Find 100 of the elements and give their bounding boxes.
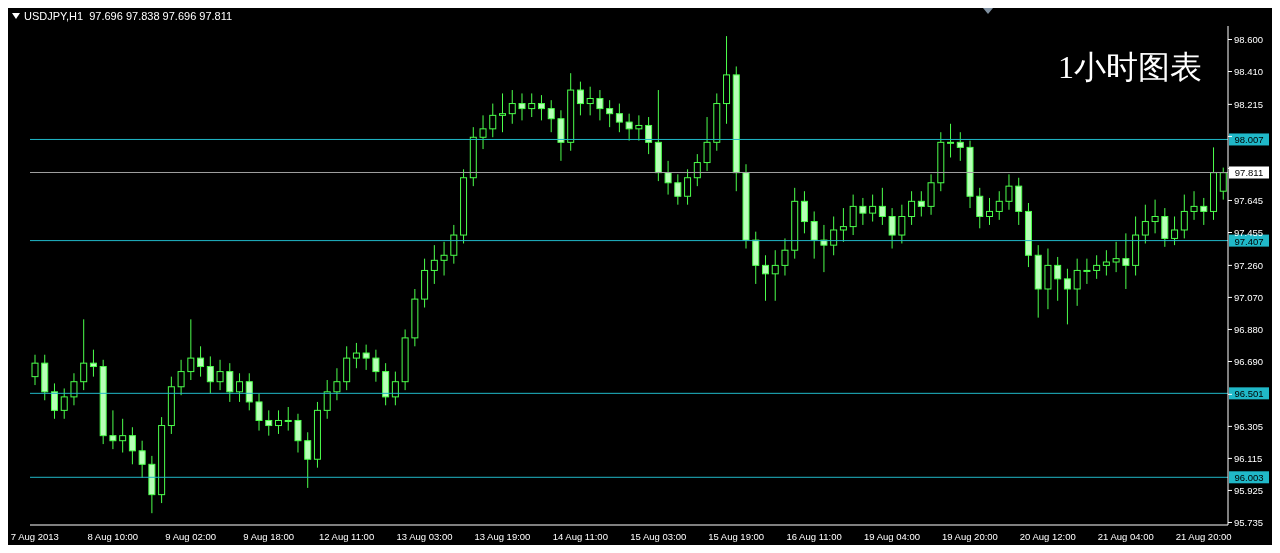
candlestick <box>820 224 828 273</box>
candlestick <box>197 345 205 378</box>
candlestick <box>1190 190 1198 221</box>
candlestick <box>528 92 536 118</box>
candlestick <box>1063 268 1071 325</box>
candlestick <box>596 89 604 121</box>
ref-line-label: 98.007 <box>1234 134 1264 146</box>
y-tick-label: 97.645 <box>1234 194 1264 206</box>
candlestick <box>1054 256 1062 302</box>
candlestick <box>878 187 886 226</box>
candlestick <box>684 168 692 206</box>
candlestick <box>391 371 399 406</box>
y-tick-label: 96.690 <box>1234 355 1264 367</box>
candlestick <box>1122 232 1130 290</box>
candlestick <box>119 418 127 454</box>
candlestick <box>800 190 808 234</box>
candlestick <box>810 210 818 260</box>
candlestick <box>557 109 565 162</box>
candlestick <box>1005 173 1013 211</box>
y-tick-label: 96.115 <box>1234 452 1263 464</box>
candlestick <box>869 194 877 223</box>
candlestick <box>284 406 292 432</box>
y-tick-label: 97.455 <box>1234 226 1264 238</box>
candlestick <box>50 382 58 420</box>
x-tick-label: 16 Aug 11:00 <box>786 530 842 542</box>
y-tick-label: 95.925 <box>1234 484 1264 496</box>
candlestick <box>576 81 584 116</box>
candlestick <box>31 354 39 386</box>
candlestick <box>839 207 847 243</box>
candlestick <box>245 372 253 411</box>
x-tick-label: 7 Aug 2013 <box>10 530 59 542</box>
x-tick-label: 14 Aug 11:00 <box>552 530 608 542</box>
candlestick <box>625 113 633 142</box>
candlestick <box>294 413 302 454</box>
x-tick-label: 15 Aug 03:00 <box>630 530 687 542</box>
x-tick-label: 21 Aug 04:00 <box>1097 530 1154 542</box>
x-tick-label: 9 Aug 02:00 <box>165 530 217 542</box>
ref-line-label: 96.003 <box>1234 472 1264 484</box>
candlestick <box>859 197 867 226</box>
candlestick <box>849 194 857 236</box>
candlestick <box>674 173 682 206</box>
candlestick <box>216 359 224 391</box>
candlestick <box>1112 241 1120 273</box>
candlestick <box>703 116 711 172</box>
candlestick <box>986 197 993 226</box>
candlestick <box>1171 216 1179 246</box>
candlestick <box>499 92 507 133</box>
candlestick <box>898 204 906 244</box>
candlestick <box>947 123 955 158</box>
x-tick-label: 9 Aug 18:00 <box>243 530 294 542</box>
x-tick-label: 13 Aug 03:00 <box>396 530 453 542</box>
x-tick-label: 19 Aug 20:00 <box>941 530 998 542</box>
candlestick <box>664 160 672 196</box>
candlestick <box>450 224 458 265</box>
y-tick-label: 97.070 <box>1234 291 1264 303</box>
x-tick-label: 15 Aug 19:00 <box>708 530 765 542</box>
y-tick-label: 98.600 <box>1234 33 1264 45</box>
candlestick <box>908 190 916 226</box>
candlestick <box>976 187 984 229</box>
candlestick <box>917 190 925 217</box>
candlestick <box>206 355 214 395</box>
candlestick <box>645 116 653 155</box>
candlestick <box>888 207 896 250</box>
candlestick <box>606 99 614 128</box>
x-tick-label: 8 Aug 10:00 <box>87 530 139 542</box>
candlestick <box>547 99 555 133</box>
candlestick <box>693 153 701 187</box>
chart-title: USDJPY,H1 97.696 97.838 97.696 97.811 <box>24 10 233 22</box>
candlestick <box>440 241 448 276</box>
candlestick <box>537 94 545 121</box>
candlestick <box>255 393 263 432</box>
y-tick-label: 96.305 <box>1234 420 1264 432</box>
candlestick <box>177 359 185 396</box>
candlestick <box>372 349 380 383</box>
candlestick <box>615 103 623 133</box>
candlestick <box>1093 254 1101 280</box>
candlestick <box>1180 194 1188 239</box>
candlestick <box>781 237 789 276</box>
y-tick-label: 98.410 <box>1234 65 1264 77</box>
candlestick <box>128 426 136 465</box>
candlestick <box>927 173 935 216</box>
candlestick <box>771 249 779 302</box>
candlestick <box>518 92 526 121</box>
candlestick <box>1161 207 1169 248</box>
candlestick <box>489 103 497 138</box>
x-tick-label: 21 Aug 20:00 <box>1175 530 1232 542</box>
candlestick <box>275 409 282 435</box>
candlestick <box>430 244 438 285</box>
candlestick <box>323 379 331 420</box>
candlestick <box>226 362 234 403</box>
candlestick <box>304 431 312 489</box>
candlestick <box>1200 197 1208 226</box>
annotation: 1小时图表 <box>1058 48 1202 87</box>
x-tick-label: 20 Aug 12:00 <box>1019 530 1076 542</box>
candlestick <box>635 114 643 142</box>
candlestick <box>70 372 78 406</box>
candlestick <box>956 131 964 162</box>
y-tick-label: 96.880 <box>1234 323 1264 335</box>
candlestick <box>1044 248 1052 310</box>
ref-line-label: 97.811 <box>1234 167 1264 179</box>
